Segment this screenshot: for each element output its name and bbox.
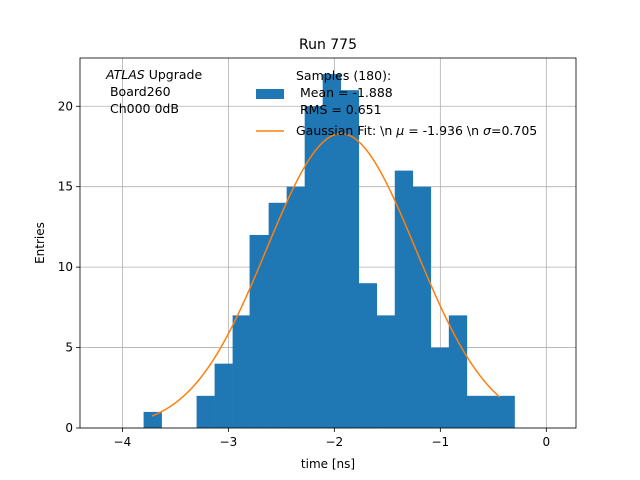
gaussian-fit-layer <box>151 132 501 417</box>
histogram-bar <box>304 106 324 429</box>
atlas-annotation-channel: Ch000 0dB <box>106 101 179 116</box>
histogram-bar <box>412 186 432 428</box>
histogram-bar <box>484 395 515 428</box>
x-tick-label: −1 <box>431 435 449 449</box>
legend-hist-mean: Mean = -1.888 <box>296 85 393 100</box>
plot-frame <box>79 57 577 429</box>
legend-hist-title: Samples (180): <box>296 68 391 83</box>
legend-fit-mu: μ <box>395 123 404 138</box>
histogram-bar <box>394 170 414 428</box>
histogram-bar <box>376 315 396 428</box>
legend: Samples (180): Mean = -1.888 RMS = 0.651… <box>256 68 537 138</box>
legend-fit-prefix: Gaussian Fit: \n <box>296 123 396 138</box>
legend-fit-sigma: σ <box>483 123 492 138</box>
histogram-bar <box>268 202 287 428</box>
histogram-bar <box>286 186 305 428</box>
histogram-bars <box>143 74 515 429</box>
gaussian-fit-line <box>151 132 501 417</box>
histogram-bar <box>322 74 342 428</box>
histogram-bar <box>196 395 215 428</box>
x-axis-ticks: −4 −3 −2 −1 0 <box>114 428 551 449</box>
y-tick-label: 0 <box>65 421 73 435</box>
y-axis-label: Entries <box>33 222 47 264</box>
upgrade-text: Upgrade <box>145 67 203 82</box>
legend-fit-label: Gaussian Fit: \n μ = -1.936 \n σ=0.705 <box>296 123 537 138</box>
legend-hist-swatch <box>256 89 284 99</box>
y-axis-ticks: 0 5 10 15 20 <box>58 99 80 435</box>
atlas-annotation-board: Board260 <box>106 84 171 99</box>
histogram-bar <box>232 315 250 428</box>
histogram-bar <box>448 315 468 428</box>
x-tick-label: 0 <box>543 435 551 449</box>
x-tick-label: −4 <box>114 435 132 449</box>
x-axis-label: time [ns] <box>301 457 355 471</box>
histogram-bar <box>143 411 162 428</box>
histogram-bar <box>214 363 233 428</box>
y-tick-label: 20 <box>58 99 73 113</box>
histogram-bar <box>466 395 486 428</box>
histogram-bar <box>358 283 378 428</box>
histogram-bar <box>340 90 360 428</box>
legend-hist-rms: RMS = 0.651 <box>296 102 382 117</box>
legend-fit-suffix: =0.705 <box>491 123 537 138</box>
atlas-italic-text: ATLAS <box>105 67 145 82</box>
y-tick-label: 5 <box>65 341 73 355</box>
histogram-bar <box>249 234 269 428</box>
x-tick-label: −3 <box>220 435 238 449</box>
legend-fit-mid: = -1.936 \n <box>404 123 483 138</box>
histogram-bar <box>430 347 450 428</box>
y-tick-label: 10 <box>58 260 73 274</box>
atlas-annotation-line1: ATLAS Upgrade <box>105 67 202 82</box>
x-tick-label: −2 <box>326 435 344 449</box>
y-tick-label: 15 <box>58 180 73 194</box>
chart-title: Run 775 <box>299 37 357 53</box>
